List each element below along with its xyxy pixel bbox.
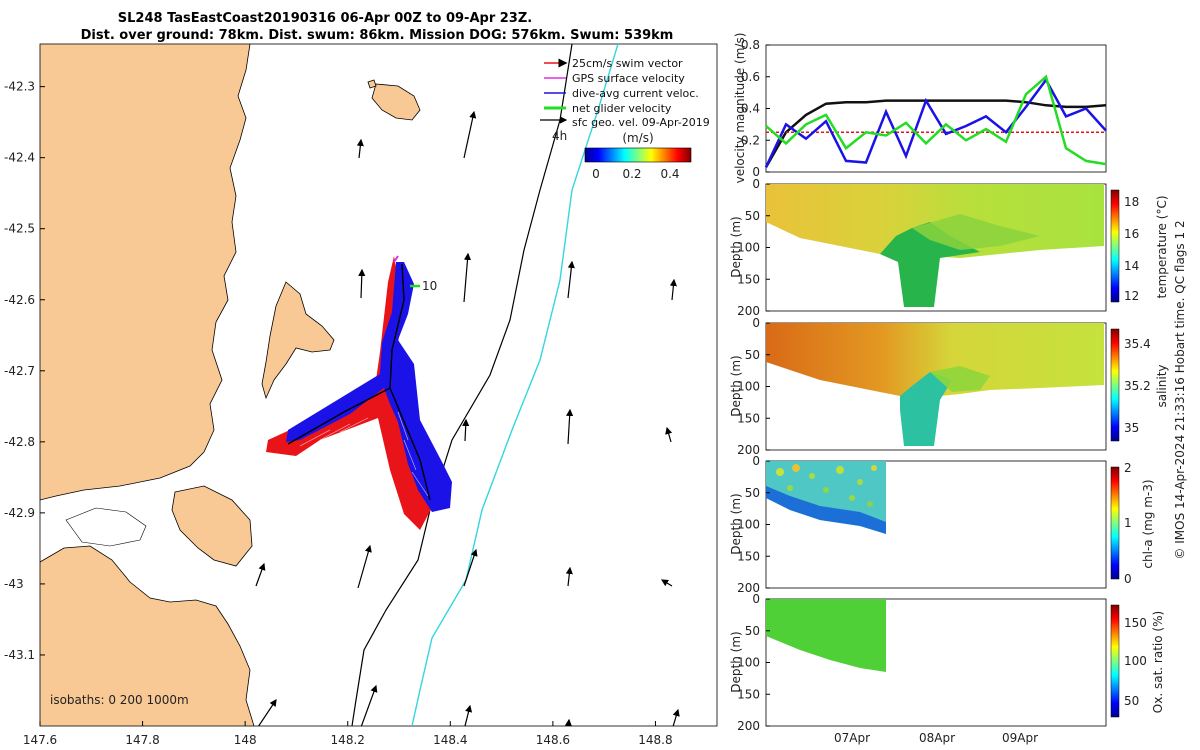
depth-tick: 0 — [752, 316, 760, 330]
chla-cb-tick: 0 — [1124, 572, 1132, 586]
map-y-ticks: -42.3 -42.4 -42.5 -42.6 -42.7 -42.8 -42.9 -43 -4… — [4, 80, 45, 662]
depth-tick: 100 — [737, 241, 760, 255]
map-colorbar-tick: 0.2 — [622, 167, 641, 181]
salinity-cb-tick: 35.4 — [1124, 337, 1151, 351]
x-tick-09apr: 09Apr — [1002, 731, 1038, 745]
x-tick-07apr: 07Apr — [834, 731, 870, 745]
depth-tick: 0 — [752, 592, 760, 606]
depth-tick: 50 — [745, 209, 760, 223]
chla-cb-label: chl-a (mg m-3) — [1141, 479, 1155, 568]
chla-cb-tick: 1 — [1124, 516, 1132, 530]
map-y-tick: -42.9 — [4, 506, 35, 520]
map-y-tick: -42.4 — [4, 151, 35, 165]
legend-swim: 25cm/s swim vector — [572, 57, 683, 70]
map-colorbar-label: (m/s) — [622, 131, 653, 145]
legend-gps: GPS surface velocity — [572, 72, 685, 85]
map-x-tick: 147.6 — [23, 733, 57, 747]
legend-net: net glider velocity — [572, 102, 672, 115]
map-y-tick: -42.6 — [4, 293, 35, 307]
legend-geo: sfc geo. vel. 09-Apr-2019 — [572, 116, 710, 129]
title-line1: SL248 TasEastCoast20190316 06-Apr 00Z to… — [118, 11, 532, 26]
map-y-tick: -42.7 — [4, 364, 35, 378]
depth-tick: 200 — [737, 719, 760, 733]
depth-tick: 100 — [737, 518, 760, 532]
depth-tick: 0 — [752, 177, 760, 191]
temperature-colorbar — [1111, 190, 1119, 302]
map-y-tick: -42.3 — [4, 80, 35, 94]
map-x-tick: 147.8 — [125, 733, 159, 747]
salinity-panel: 35.4 35.2 35 salinity Depth (m) — [729, 323, 1169, 450]
map-y-tick: -43.1 — [4, 648, 35, 662]
legend-dive: dive-avg current veloc. — [572, 87, 699, 100]
title-line2: Dist. over ground: 78km. Dist. swum: 86k… — [81, 28, 674, 43]
track-label: 10 — [422, 279, 437, 293]
depth-tick: 100 — [737, 656, 760, 670]
depth-tick: 150 — [737, 411, 760, 425]
chla-cb-tick: 2 — [1124, 461, 1132, 475]
depth-tick: 150 — [737, 687, 760, 701]
map-colorbar — [585, 148, 691, 162]
temperature-cb-tick: 14 — [1124, 259, 1139, 273]
map-y-tick: -43 — [4, 577, 24, 591]
oxygen-panel: 150 100 50 Ox. sat. ratio (%) Depth (m) … — [729, 599, 1165, 745]
salinity-cb-label: salinity — [1155, 364, 1169, 407]
map-colorbar-tick: 0 — [592, 167, 600, 181]
map-x-tick: 148.8 — [638, 733, 672, 747]
figure: SL248 TasEastCoast20190316 06-Apr 00Z to… — [0, 0, 1200, 750]
oxygen-cb-tick: 100 — [1124, 654, 1147, 668]
time-marker-label: 4h — [552, 129, 567, 143]
velocity-ylabel: velocity magnitude (m/s) — [733, 33, 747, 184]
temperature-panel: 18 16 14 12 temperature (°C) Depth (m) — [729, 184, 1169, 311]
oxygen-cb-tick: 150 — [1124, 616, 1147, 630]
depth-tick: 150 — [737, 272, 760, 286]
map-y-tick: -42.5 — [4, 222, 35, 236]
land-small-islet — [368, 80, 376, 88]
oxygen-colorbar — [1111, 605, 1119, 717]
velocity-panel: 0 0.2 0.4 0.6 0.8 velocity magnitude (m/s) — [733, 33, 1106, 184]
temperature-cb-label: temperature (°C) — [1155, 196, 1169, 299]
track-map: 10 4h isobaths: 0 200 1000m 25cm/s swim … — [4, 44, 717, 747]
chla-colorbar — [1111, 467, 1119, 579]
map-y-tick: -42.8 — [4, 435, 35, 449]
salinity-colorbar — [1111, 329, 1119, 441]
map-x-tick: 148 — [234, 733, 257, 747]
depth-tick: 50 — [745, 348, 760, 362]
oxygen-cb-tick: 50 — [1124, 694, 1139, 708]
depth-tick: 50 — [745, 624, 760, 638]
temperature-cb-tick: 18 — [1124, 195, 1139, 209]
map-x-tick: 148.6 — [536, 733, 570, 747]
temperature-cb-tick: 16 — [1124, 227, 1139, 241]
map-x-tick: 148.2 — [331, 733, 365, 747]
isobaths-label: isobaths: 0 200 1000m — [50, 693, 189, 707]
map-colorbar-tick: 0.4 — [660, 167, 679, 181]
chla-panel: 2 1 0 chl-a (mg m-3) Depth (m) — [729, 461, 1155, 588]
x-tick-08apr: 08Apr — [919, 731, 955, 745]
salinity-cb-tick: 35.2 — [1124, 379, 1151, 393]
salinity-cb-tick: 35 — [1124, 421, 1139, 435]
map-x-tick: 148.4 — [433, 733, 467, 747]
temperature-cb-tick: 12 — [1124, 289, 1139, 303]
depth-tick: 0 — [752, 454, 760, 468]
side-note: © IMOS 14-Apr-2024 21:33:16 Hobart time.… — [1173, 220, 1187, 559]
depth-tick: 100 — [737, 380, 760, 394]
depth-tick: 50 — [745, 486, 760, 500]
depth-tick: 150 — [737, 549, 760, 563]
oxygen-cb-label: Ox. sat. ratio (%) — [1151, 611, 1165, 713]
